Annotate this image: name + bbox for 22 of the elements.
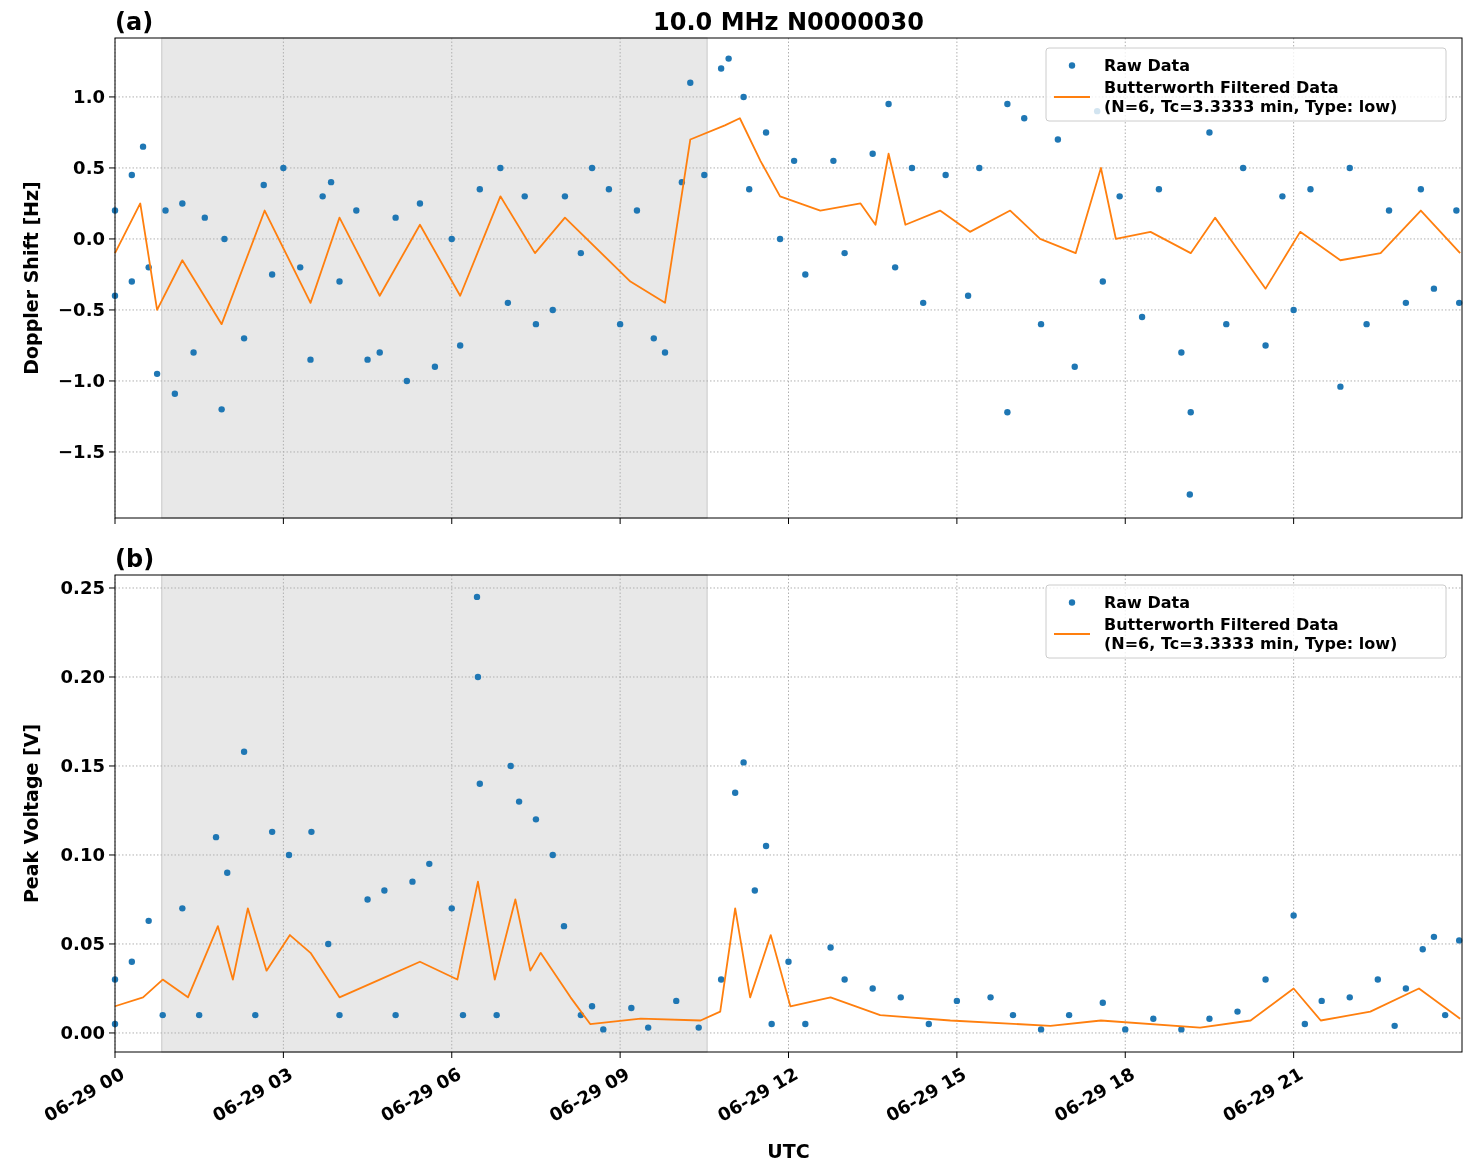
y-tick-label: 0.5 — [73, 157, 105, 179]
y-tick-label: −1.5 — [58, 441, 105, 463]
y-tick-label: 0.15 — [60, 755, 105, 777]
y-tick-label: 0.0 — [73, 228, 105, 250]
legend-label: Butterworth Filtered Data (N=6, Tc=3.3333 min, Type: low) — [1104, 615, 1398, 653]
y-tick-label: 0.10 — [60, 844, 105, 866]
y-tick-label: 0.25 — [60, 577, 105, 599]
x-axis-title: UTC — [767, 1140, 810, 1162]
y-tick-label: 0.20 — [60, 666, 105, 688]
y-axis-title: Peak Voltage [V] — [20, 723, 42, 904]
legend-label: Raw Data — [1104, 56, 1190, 75]
y-tick-label: −0.5 — [58, 299, 105, 321]
text: (b) — [115, 545, 155, 573]
legend-label: Raw Data — [1104, 593, 1190, 612]
y-tick-label: −1.0 — [58, 370, 105, 392]
y-axis-title: Doppler Shift [Hz] — [20, 181, 42, 375]
chart-title: 10.0 MHz N0000030 — [653, 8, 924, 36]
y-tick-label: 1.0 — [73, 86, 105, 108]
y-tick-label: 0.05 — [60, 933, 105, 955]
y-tick-label: 0.00 — [60, 1022, 105, 1044]
text: (a) — [115, 8, 154, 36]
legend-label: Butterworth Filtered Data (N=6, Tc=3.3333 min, Type: low) — [1104, 78, 1398, 116]
